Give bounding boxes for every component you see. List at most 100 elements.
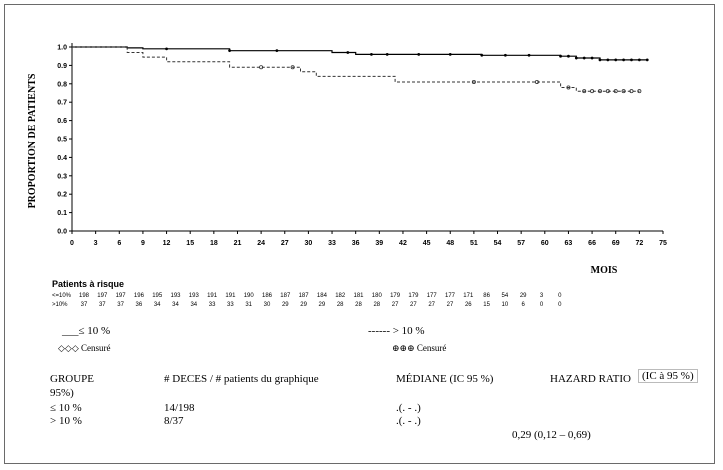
at-risk-value: 27 [447, 302, 454, 308]
x-tick-label: 12 [163, 240, 171, 247]
censor-mark [605, 89, 610, 94]
censor-mark [621, 89, 626, 94]
x-tick-label: 60 [541, 240, 549, 247]
at-risk-value: 187 [280, 293, 291, 299]
censor-mark [637, 58, 641, 62]
censor-mark [645, 58, 649, 62]
censor-mark [504, 53, 507, 57]
at-risk-value: 34 [172, 302, 179, 308]
x-tick-label: 42 [399, 240, 407, 247]
at-risk-value: 196 [134, 293, 145, 299]
censor-mark [480, 53, 484, 57]
at-risk-value: 179 [390, 293, 401, 299]
at-risk-value: 6 [522, 302, 526, 308]
x-tick-label: 27 [281, 240, 289, 247]
x-tick-label: 48 [446, 240, 454, 247]
censor-mark [606, 58, 610, 62]
at-risk-value: 30 [264, 302, 271, 308]
at-risk-value: 0 [558, 293, 562, 299]
x-tick-label: 24 [257, 240, 265, 247]
at-risk-value: 0 [558, 302, 562, 308]
x-tick-label: 69 [612, 240, 620, 247]
at-risk-value: 28 [373, 302, 380, 308]
table-row-deces: 14/198 [164, 402, 195, 414]
at-risk-value: 10 [502, 302, 509, 308]
censor-mark [346, 51, 350, 54]
at-risk-value: 29 [520, 293, 527, 299]
at-risk-value: 54 [502, 293, 509, 299]
at-risk-value: 184 [317, 293, 328, 299]
at-risk-value: 33 [209, 302, 216, 308]
at-risk-value: 3 [540, 293, 544, 299]
at-risk-value: 181 [353, 293, 364, 299]
figure-frame [4, 4, 715, 464]
censor-mark [567, 54, 570, 58]
censor-mark [385, 52, 389, 56]
x-tick-label: 54 [494, 240, 502, 247]
table-row-median: .(. - .) [396, 402, 421, 414]
x-tick-label: 6 [117, 240, 121, 247]
legend-solid-censor: ◇◇◇ Censuré [58, 343, 111, 353]
x-tick-label: 0 [70, 240, 74, 247]
at-risk-value: 26 [465, 302, 472, 308]
hazard-ratio-value: 0,29 (0,12 – 0,69) [512, 429, 591, 441]
at-risk-value: 190 [244, 293, 255, 299]
at-risk-value: 34 [190, 302, 197, 308]
at-risk-value: 197 [97, 293, 108, 299]
censor-mark [629, 89, 634, 94]
censor-mark [527, 53, 531, 57]
at-risk-value: 29 [282, 302, 289, 308]
censor-mark [566, 85, 571, 90]
censor-mark [228, 49, 232, 53]
at-risk-row-label: <=10% [52, 293, 72, 299]
x-tick-label: 30 [305, 240, 313, 247]
censor-mark [582, 89, 587, 94]
at-risk-row-label: >10% [52, 302, 68, 308]
y-tick-label: 0.2 [57, 192, 67, 199]
censor-mark [590, 56, 594, 60]
at-risk-value: 193 [189, 293, 200, 299]
censor-mark [597, 89, 602, 94]
at-risk-value: 27 [428, 302, 435, 308]
x-tick-label: 21 [234, 240, 242, 247]
y-tick-label: 0.3 [57, 173, 67, 180]
at-risk-value: 37 [81, 302, 88, 308]
y-tick-label: 0.1 [57, 210, 67, 217]
table-header-median: MÉDIANE (IC 95 %) [396, 373, 494, 385]
x-axis-label: MOIS [591, 265, 618, 276]
censor-mark [275, 49, 279, 53]
at-risk-value: 27 [410, 302, 417, 308]
at-risk-value: 33 [227, 302, 234, 308]
y-tick-label: 0.7 [57, 100, 67, 107]
x-tick-label: 15 [186, 240, 194, 247]
censor-mark [613, 89, 618, 94]
x-tick-label: 63 [565, 240, 573, 247]
at-risk-value: 28 [337, 302, 344, 308]
censor-mark [448, 52, 452, 56]
x-tick-label: 45 [423, 240, 431, 247]
at-risk-value: 177 [445, 293, 456, 299]
at-risk-value: 186 [262, 293, 273, 299]
at-risk-value: 86 [483, 293, 490, 299]
y-tick-label: 1.0 [57, 45, 67, 52]
at-risk-value: 193 [170, 293, 181, 299]
censor-mark [559, 54, 562, 58]
x-tick-label: 57 [517, 240, 525, 247]
survival-curve-gt10 [72, 46, 640, 92]
at-risk-value: 28 [355, 302, 362, 308]
at-risk-value: 191 [207, 293, 218, 299]
table-header-group: GROUPE [50, 373, 95, 385]
at-risk-value: 31 [245, 302, 252, 308]
legend-solid-label: ___≤ 10 % [62, 325, 111, 337]
x-tick-label: 3 [94, 240, 98, 247]
legend-dashed-label: ------ > 10 % [368, 325, 425, 337]
legend-dashed-censor: ⊕⊕⊕ Censuré [392, 343, 447, 353]
table-header-ic: (IC à 95 %) [638, 369, 698, 383]
at-risk-value: 179 [408, 293, 419, 299]
y-tick-label: 0.0 [57, 229, 67, 236]
table-row-group: ≤ 10 % [50, 402, 82, 414]
x-tick-label: 75 [659, 240, 667, 247]
y-tick-label: 0.9 [57, 63, 67, 70]
at-risk-value: 171 [463, 293, 474, 299]
